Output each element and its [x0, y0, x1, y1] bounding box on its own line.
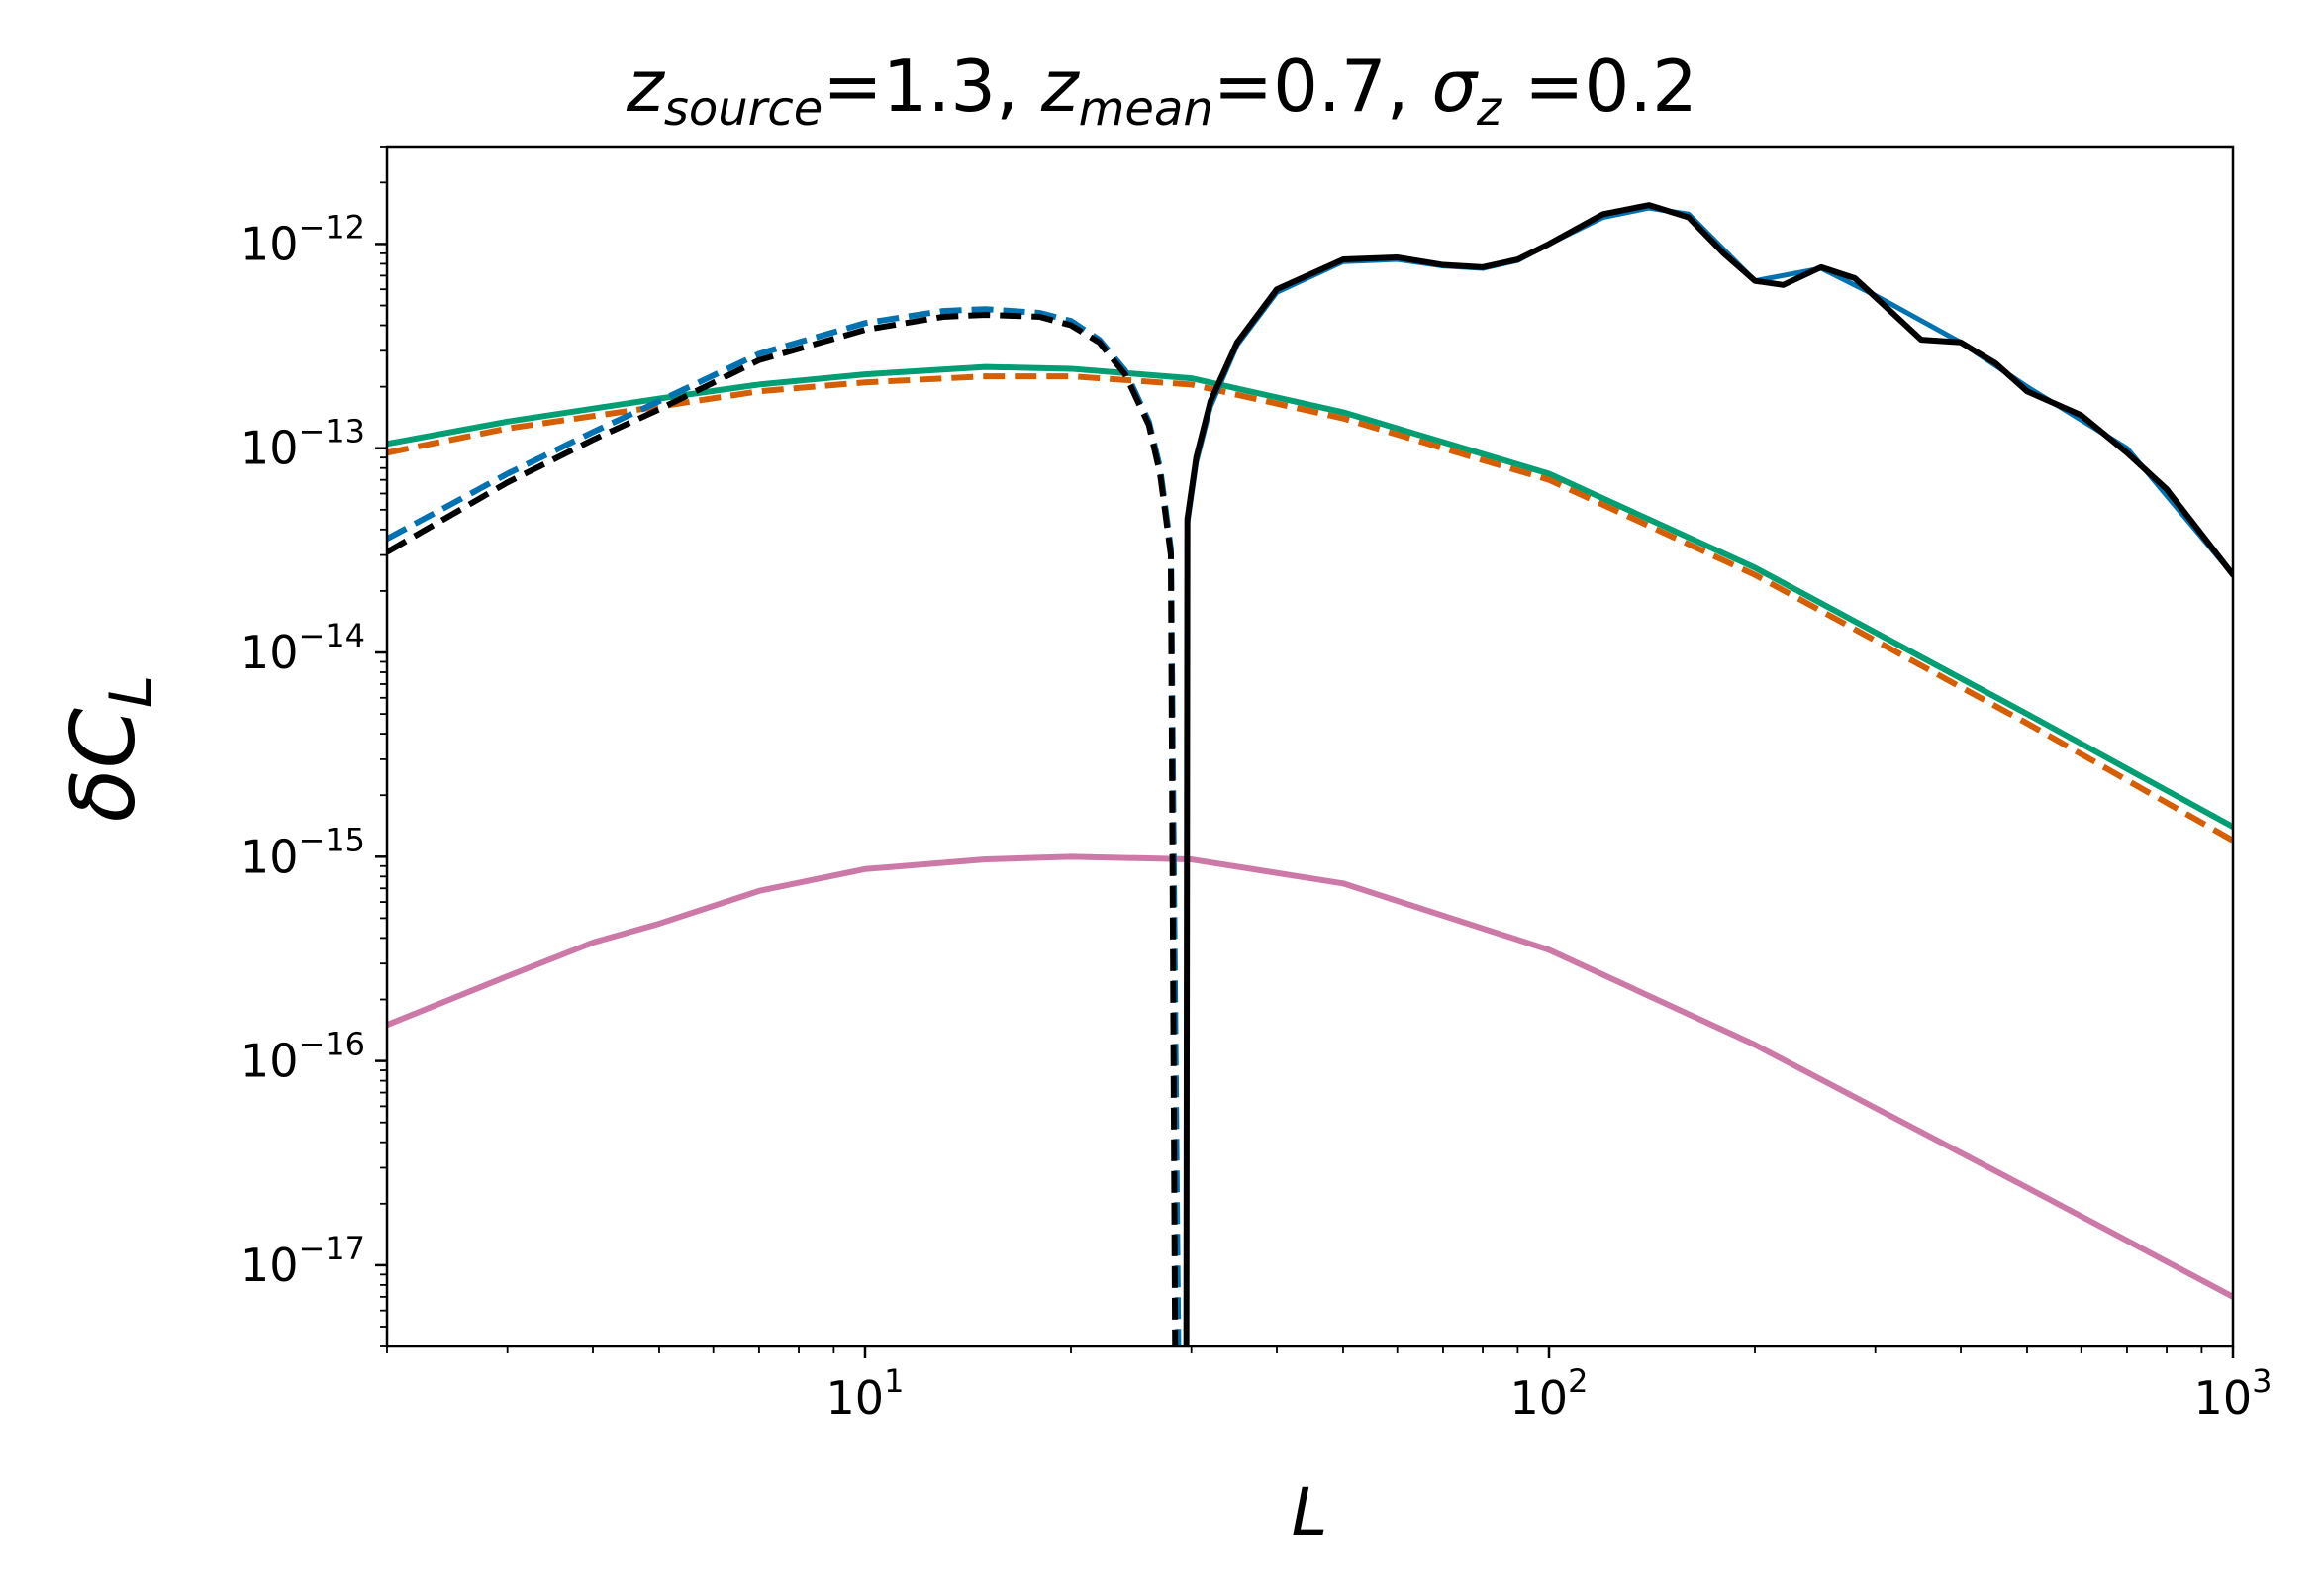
- title-var-3: σ: [1431, 45, 1479, 128]
- minor-ticks: [380, 146, 2203, 1353]
- title-var-1: z: [626, 45, 666, 128]
- title-val-2: =0.7,: [1213, 45, 1432, 128]
- series-line-orange-dashed: [387, 373, 2233, 844]
- x-tick-label: 101: [826, 1362, 905, 1425]
- title-var-2: z: [1040, 45, 1081, 128]
- title-sub-3: z: [1476, 81, 1503, 137]
- series-layer: [387, 202, 2233, 1346]
- y-axis-label: δCL: [52, 675, 166, 823]
- y-tick-label: 10−15: [241, 821, 365, 883]
- x-tick-label: 103: [2194, 1362, 2273, 1425]
- y-axis-ticks: 10−12 10−13 10−14 10−15 10−16 10−17: [241, 208, 387, 1292]
- y-tick-label: 10−17: [241, 1230, 365, 1292]
- title-val-1: =1.3,: [823, 45, 1041, 128]
- series-line-pink-solid: [387, 853, 2233, 1300]
- y-tick-label: 10−16: [241, 1026, 365, 1088]
- plot-frame: [385, 145, 2235, 1348]
- y-tick-label: 10−14: [241, 617, 365, 679]
- x-tick-label: 102: [1510, 1362, 1589, 1425]
- x-axis-label: L: [1292, 1474, 1328, 1550]
- chart-title: zsource=1.3, zmean=0.7, σz =0.2: [626, 45, 1697, 137]
- title-sub-2: mean: [1079, 81, 1213, 137]
- title-val-3: =0.2: [1501, 45, 1697, 128]
- series-line-black-solid: [1183, 202, 2233, 1346]
- y-axis-label-main: δC: [52, 708, 154, 823]
- x-axis-ticks: 101 102 103: [826, 1346, 2273, 1425]
- y-tick-label: 10−12: [241, 208, 365, 270]
- y-tick-label: 10−13: [241, 413, 365, 475]
- series-line-black-dashed: [387, 311, 1179, 1346]
- title-sub-1: source: [664, 81, 823, 137]
- y-axis-label-sub: L: [97, 675, 166, 708]
